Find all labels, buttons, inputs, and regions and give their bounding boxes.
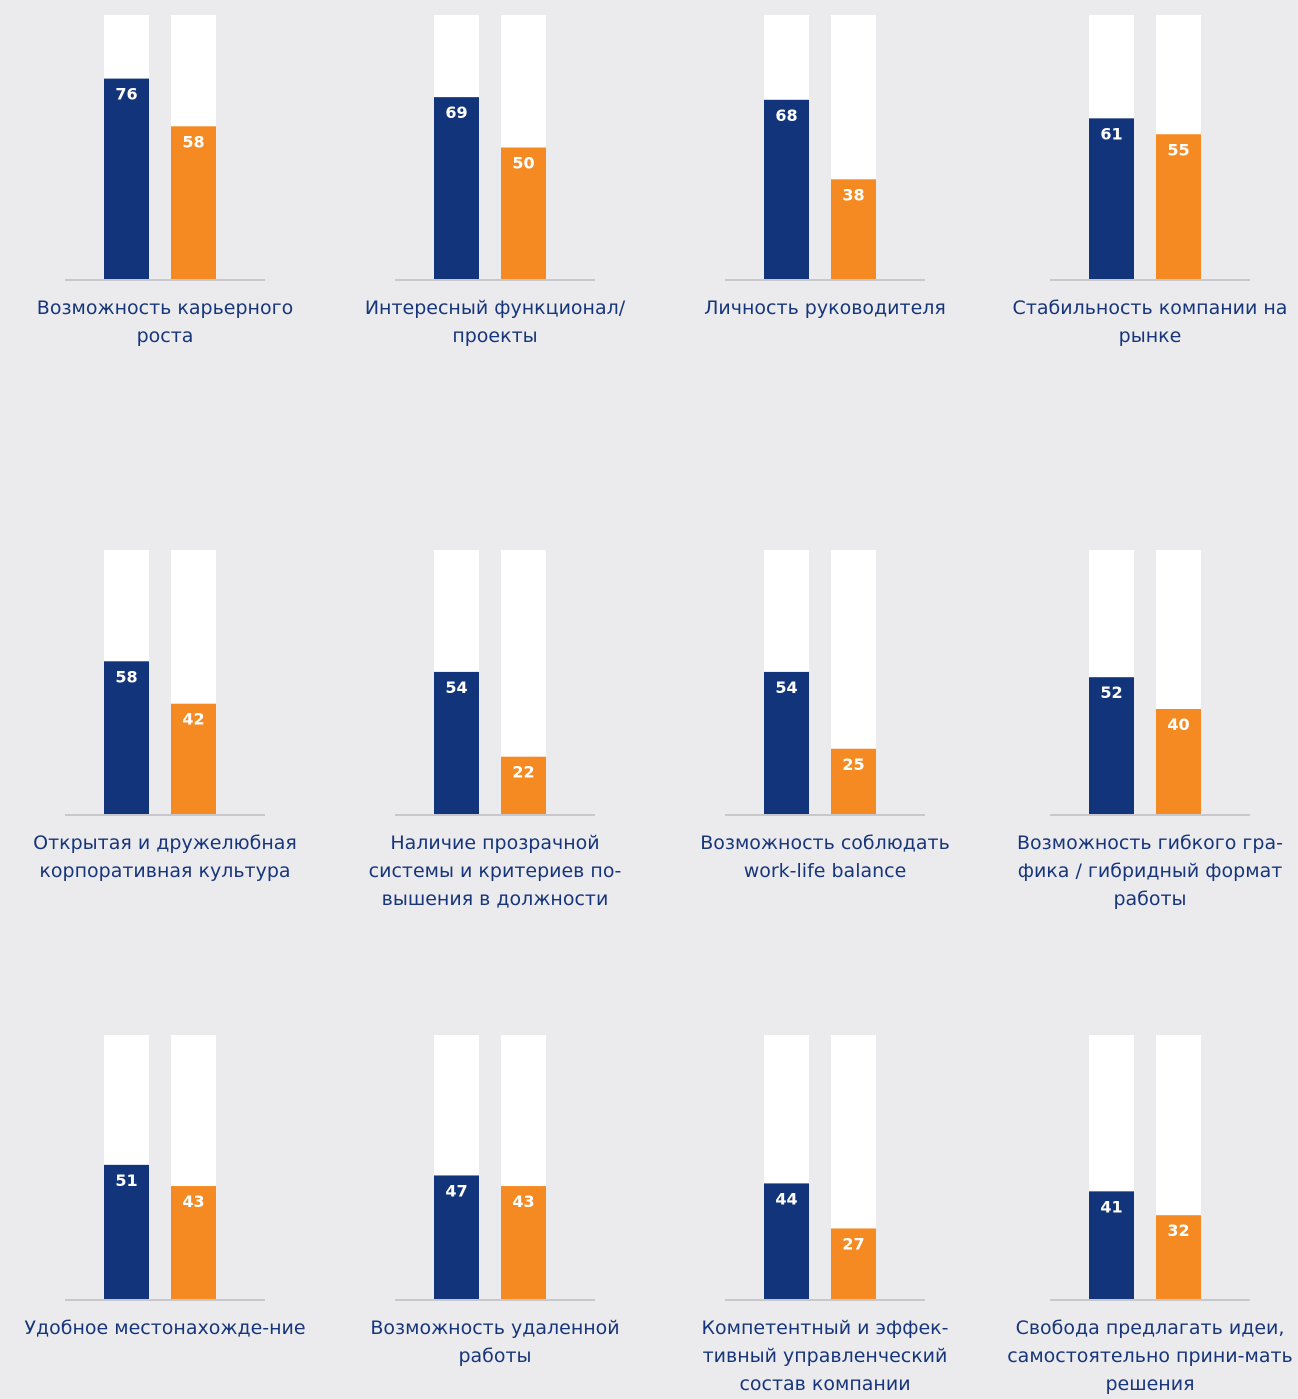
- bar-series-b: [831, 748, 876, 815]
- bar-series-a: [1089, 677, 1134, 815]
- panel-plot: 58 42: [65, 550, 265, 816]
- data-label: 51: [115, 1171, 137, 1190]
- data-label: 43: [182, 1192, 204, 1211]
- panel-plot: 76 58: [65, 15, 265, 281]
- category-label: Личность руководителя: [704, 297, 946, 319]
- data-label: 61: [1100, 124, 1122, 143]
- panel-plot: 61 55: [1050, 15, 1250, 281]
- bar-series-a: [434, 97, 479, 281]
- data-label: 47: [445, 1181, 467, 1200]
- bar-series-b: [1156, 709, 1201, 815]
- data-label: 43: [512, 1192, 534, 1211]
- bar-series-b: [831, 1228, 876, 1300]
- data-label: 27: [842, 1234, 864, 1253]
- data-label: 68: [775, 106, 797, 125]
- panel-plot: 54 25: [725, 550, 925, 816]
- data-label: 58: [182, 132, 204, 151]
- bar-series-b: [501, 147, 546, 280]
- panel-plot: 44 27: [725, 1035, 925, 1301]
- data-label: 44: [775, 1189, 797, 1208]
- data-label: 42: [182, 710, 204, 729]
- data-label: 58: [115, 667, 137, 686]
- bar-series-a: [104, 78, 149, 280]
- bar-series-b: [501, 1186, 546, 1300]
- panel-plot: 54 22: [395, 550, 595, 816]
- category-label: Возможность удаленной работы: [370, 1317, 620, 1367]
- data-label: 22: [512, 763, 534, 782]
- data-label: 55: [1167, 140, 1189, 159]
- bar-series-b: [171, 703, 216, 815]
- bar-series-a: [764, 671, 809, 815]
- data-label: 50: [512, 154, 534, 173]
- bar-series-a: [764, 99, 809, 280]
- data-label: 40: [1167, 715, 1189, 734]
- bar-series-a: [764, 1183, 809, 1300]
- category-label: Стабильность компании на рынке: [1012, 297, 1288, 347]
- category-label: Наличие прозрачной системы и критериев п…: [368, 832, 622, 910]
- category-label: Удобное местонахожде-ние: [24, 1317, 306, 1339]
- category-label: Возможность соблюдать work-life balance: [700, 832, 950, 882]
- data-label: 41: [1100, 1197, 1122, 1216]
- bar-series-b: [831, 179, 876, 280]
- bar-series-b: [1156, 134, 1201, 280]
- bar-series-a: [1089, 1191, 1134, 1300]
- bar-series-b: [171, 126, 216, 280]
- data-label: 69: [445, 103, 467, 122]
- category-label: Возможность карьерного роста: [36, 297, 294, 347]
- panel-plot: 47 43: [395, 1035, 595, 1301]
- bar-series-a: [434, 671, 479, 815]
- bar-series-a: [104, 1164, 149, 1300]
- category-label: Компетентный и эффек-тивный управленческ…: [701, 1317, 949, 1395]
- category-label: Возможность гибкого гра-фика / гибридный…: [1017, 832, 1283, 910]
- panel-plot: 69 50: [395, 15, 595, 281]
- panel-plot: 41 32: [1050, 1035, 1250, 1301]
- data-label: 54: [775, 678, 797, 697]
- category-label: Свобода предлагать идеи, самостоятельно …: [1007, 1317, 1293, 1395]
- panel-plot: 51 43: [65, 1035, 265, 1301]
- panel-plot: 52 40: [1050, 550, 1250, 816]
- category-label: Открытая и дружелюбная корпоративная кул…: [33, 832, 297, 882]
- bar-series-a: [434, 1175, 479, 1300]
- data-label: 32: [1167, 1221, 1189, 1240]
- bar-series-a: [1089, 118, 1134, 280]
- bar-series-a: [104, 661, 149, 815]
- bar-series-b: [1156, 1215, 1201, 1300]
- data-label: 54: [445, 678, 467, 697]
- bar-series-b: [171, 1186, 216, 1300]
- data-label: 76: [115, 85, 137, 104]
- data-label: 52: [1100, 683, 1122, 702]
- panel-plot: 68 38: [725, 15, 925, 281]
- data-label: 38: [842, 185, 864, 204]
- data-label: 25: [842, 755, 864, 774]
- category-label: Интересный функционал/ проекты: [364, 297, 626, 347]
- bar-series-b: [501, 756, 546, 815]
